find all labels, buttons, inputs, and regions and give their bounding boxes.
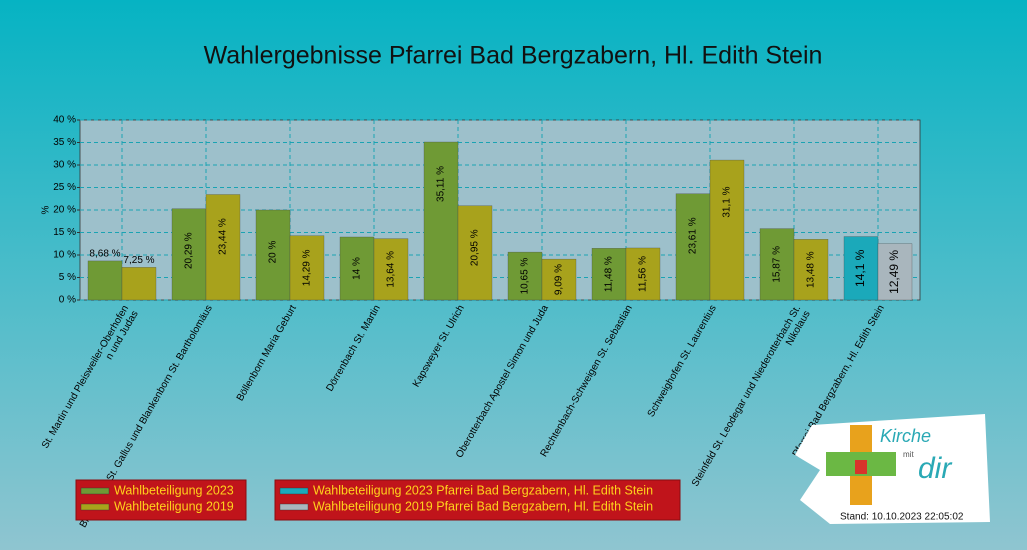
bar (205, 194, 241, 301)
value-label: 11,48 % (604, 256, 615, 292)
bar (591, 248, 627, 301)
value-label: 13,48 % (806, 251, 817, 288)
bar (541, 258, 577, 301)
value-label: 9,09 % (554, 264, 565, 295)
value-label: 7,25 % (123, 255, 154, 266)
bar (373, 238, 409, 301)
value-label: 31,1 % (722, 186, 733, 217)
bar (675, 193, 711, 301)
value-label: 11,56 % (638, 256, 649, 292)
logo: Kirche mit dir Stand: 10.10.2023 22:05:0… (795, 414, 990, 524)
value-label: 20,95 % (470, 229, 481, 266)
y-tick-label: 40 % (53, 115, 76, 126)
bar (289, 235, 325, 301)
y-tick-label: 10 % (53, 250, 76, 261)
bar (423, 141, 459, 301)
legend-box (274, 479, 681, 521)
legend-label: Wahlbeteiligung 2023 Pfarrei Bad Bergzab… (313, 483, 653, 497)
legend-swatch (279, 487, 309, 495)
logo-cross (855, 460, 867, 474)
chart-title: Wahlergebnisse Pfarrei Bad Bergzabern, H… (204, 42, 823, 70)
y-tick-label: 25 % (53, 182, 76, 193)
value-label: 23,44 % (218, 218, 229, 255)
bar (793, 239, 829, 301)
legend-box (75, 479, 247, 521)
value-label: 13,64 % (386, 251, 397, 288)
logo-text: mit (903, 450, 914, 459)
y-tick-label: 15 % (53, 227, 76, 238)
logo-text: Kirche (880, 426, 931, 446)
y-tick-label: 35 % (53, 137, 76, 148)
bar (87, 260, 123, 301)
value-label: 14,29 % (302, 249, 313, 286)
value-label: 10,65 % (520, 258, 531, 295)
value-label: 20,29 % (184, 232, 195, 269)
legend-label: Wahlbeteiligung 2019 Pfarrei Bad Bergzab… (313, 499, 653, 513)
value-label: 35,11 % (436, 166, 447, 202)
value-label: 14 % (352, 257, 363, 280)
bar (877, 243, 913, 301)
value-label: 14,1 % (853, 249, 867, 287)
y-tick-label: 20 % (53, 205, 76, 216)
bar (709, 159, 745, 301)
y-tick-label: 30 % (53, 160, 76, 171)
legend-swatch (279, 503, 309, 511)
bar (255, 209, 291, 301)
timestamp: Stand: 10.10.2023 22:05:02 (840, 512, 964, 523)
bar (339, 236, 375, 301)
value-label: 15,87 % (772, 246, 783, 283)
bar (843, 236, 879, 301)
value-label: 20 % (268, 240, 279, 263)
bar (507, 251, 543, 301)
value-label: 12,49 % (887, 250, 901, 294)
y-tick-label: 5 % (59, 272, 76, 283)
legend-swatch (80, 487, 110, 495)
bar (121, 267, 157, 301)
logo-text: dir (918, 452, 952, 485)
bar (457, 205, 493, 301)
legend-label: Wahlbeteiligung 2023 (114, 483, 234, 497)
bar (171, 208, 207, 301)
value-label: 8,68 % (89, 249, 120, 260)
y-axis-label: % (41, 205, 52, 214)
value-label: 23,61 % (688, 217, 699, 254)
legend-swatch (80, 503, 110, 511)
legend-label: Wahlbeteiligung 2019 (114, 499, 234, 513)
bar (625, 247, 661, 301)
y-tick-label: 0 % (59, 295, 76, 306)
